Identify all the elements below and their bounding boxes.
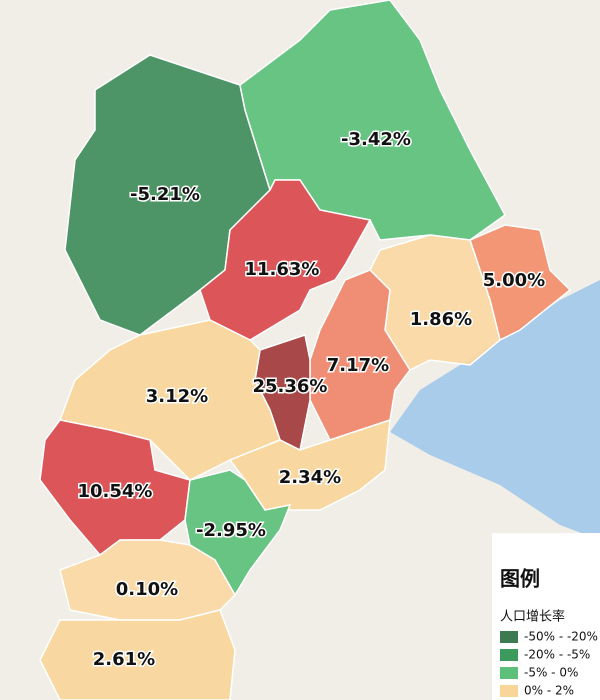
- legend-swatch: [500, 649, 518, 661]
- legend-items: -50% - -20% -20% - -5% -5% - 0% 0% - 2%: [500, 630, 598, 698]
- legend-swatch: [500, 685, 518, 697]
- region-label: 5.00%: [483, 270, 545, 291]
- region: [199, 179, 372, 341]
- legend-label: -5% - 0%: [524, 666, 578, 680]
- legend-subtitle: 人口增长率: [500, 609, 565, 625]
- region: [184, 469, 292, 597]
- region-label: 0.10%: [116, 579, 178, 600]
- region-label: 10.54%: [78, 481, 153, 502]
- region-labels: -5.21% -3.42% 11.63% 5.00% 1.86% 7.17%25.36% 3…: [76, 128, 547, 672]
- region-label: 25.36%: [253, 376, 328, 397]
- legend-label: -20% - -5%: [524, 648, 590, 662]
- region-label: 1.86%: [410, 309, 472, 330]
- region: [39, 609, 236, 700]
- regions: [39, 0, 572, 700]
- legend-swatch: [500, 667, 518, 679]
- legend-label: -50% - -20%: [524, 630, 598, 644]
- region-label: 3.12%: [146, 386, 208, 407]
- region-label: 7.17%: [327, 355, 389, 376]
- legend-swatch: [500, 631, 518, 643]
- region-label: 2.34%: [279, 467, 341, 488]
- region-label: -5.21%: [130, 184, 200, 205]
- sea: [390, 280, 600, 540]
- region: [59, 539, 236, 621]
- legend-title: 图例: [500, 567, 540, 591]
- region-label: 11.63%: [245, 259, 320, 280]
- region-label: 2.61%: [93, 649, 155, 670]
- legend: 图例 人口增长率 -50% - -20% -20% - -5% -5% - 0% 0%…: [492, 533, 600, 700]
- region-label: -3.42%: [341, 129, 411, 150]
- region-label: -2.95%: [196, 520, 266, 541]
- legend-label: 0% - 2%: [524, 684, 574, 698]
